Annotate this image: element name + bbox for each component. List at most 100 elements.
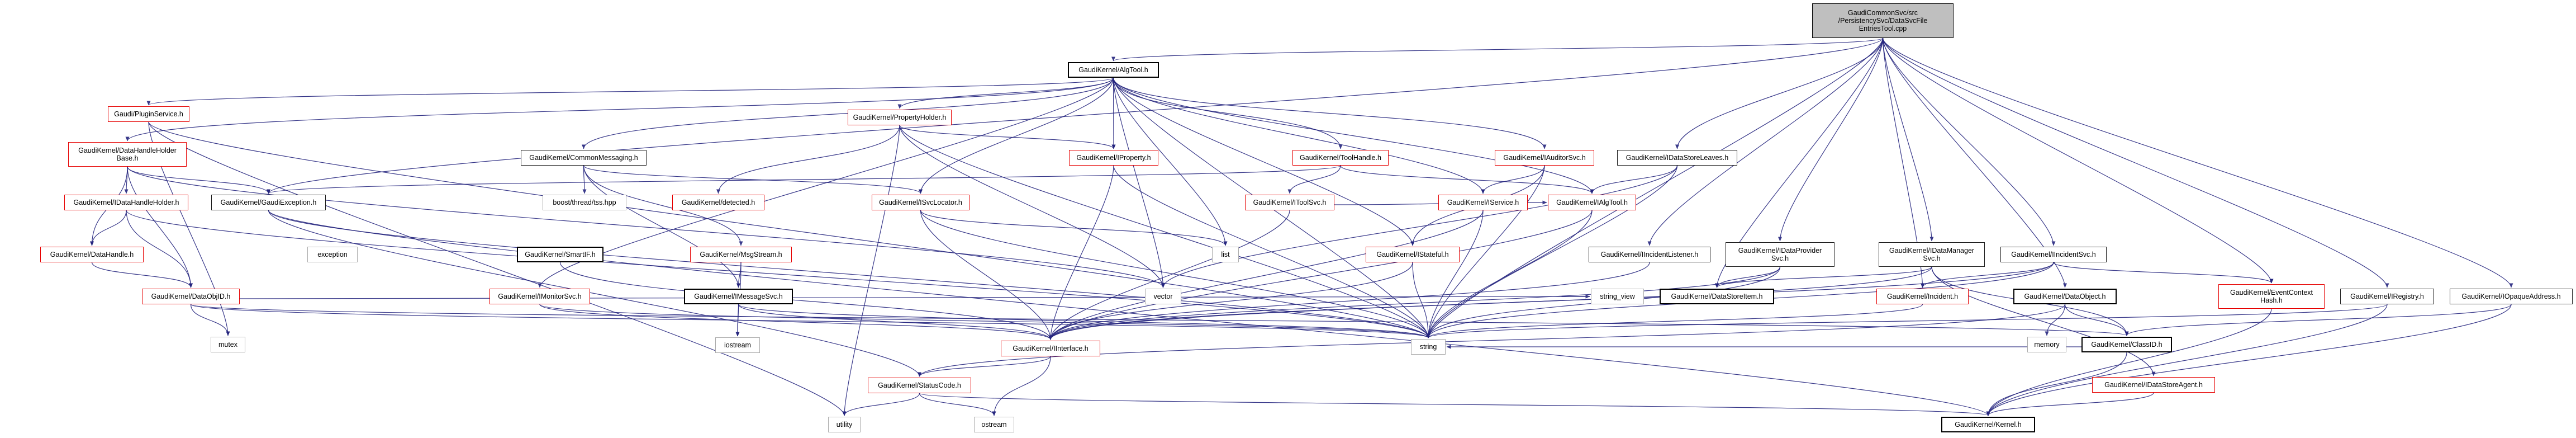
edge-iopaqueaddress-classid — [2125, 304, 2512, 336]
node-label: ostream — [981, 421, 1007, 428]
node-imonitorsvc[interactable]: GaudiKernel/IMonitorSvc.h — [489, 289, 590, 304]
node-datahandle[interactable]: GaudiKernel/DataHandle.h — [40, 247, 144, 262]
node-smartif[interactable]: GaudiKernel/SmartIF.h — [517, 247, 603, 262]
edge-algtool-isvclocator — [919, 77, 1114, 194]
edge-statuscode-kernel — [919, 393, 1990, 416]
edge-idataprovidersvc-iinterface — [1048, 266, 1781, 340]
node-label: GaudiKernel/DataObjID.h — [151, 293, 231, 300]
node-iincidentsvc[interactable]: GaudiKernel/IIncidentSvc.h — [2000, 247, 2107, 262]
node-label: GaudiKernel/IMessageSvc.h — [694, 293, 783, 300]
node-commonmsg[interactable]: GaudiKernel/CommonMessaging.h — [521, 150, 647, 166]
node-imessagesvc[interactable]: GaudiKernel/IMessageSvc.h — [684, 289, 793, 304]
edge-iauditorsvc-iservice — [1481, 165, 1545, 194]
node-label: GaudiKernel/ISvcLocator.h — [879, 199, 962, 206]
edge-iincidentsvc-eventcontexthash — [2053, 262, 2274, 284]
node-iservice[interactable]: GaudiKernel/IService.h — [1438, 195, 1528, 210]
node-propertyholder[interactable]: GaudiKernel/PropertyHolder.h — [848, 110, 952, 125]
edge-algtool-toolhandle — [1113, 77, 1343, 149]
node-idatastoreagent[interactable]: GaudiKernel/IDataStoreAgent.h — [2092, 377, 2215, 393]
edge-root-idatastoreleaves — [1675, 37, 1884, 149]
node-vector: vector — [1145, 289, 1181, 304]
edge-idatamanagersvc-datastoreitem — [1715, 266, 1932, 288]
node-pluginsvc[interactable]: Gaudi/PluginService.h — [108, 106, 189, 122]
node-idatahandleholder[interactable]: GaudiKernel/IDataHandleHolder.h — [64, 195, 188, 210]
node-detected[interactable]: GaudiKernel/detected.h — [672, 195, 764, 210]
node-label: GaudiKernel/DataHandleHolder — [78, 147, 177, 154]
node-statuscode[interactable]: GaudiKernel/StatusCode.h — [868, 378, 971, 393]
node-isvclocator[interactable]: GaudiKernel/ISvcLocator.h — [872, 195, 969, 210]
node-kernel[interactable]: GaudiKernel/Kernel.h — [1941, 417, 2035, 432]
node-dataobjid[interactable]: GaudiKernel/DataObjID.h — [142, 289, 240, 304]
node-list: list — [1212, 247, 1239, 262]
node-classid[interactable]: GaudiKernel/ClassID.h — [2081, 337, 2172, 352]
edge-pluginsvc-string — [148, 121, 1430, 338]
edge-dataobject-classid — [2064, 304, 2129, 336]
edge-iincidentlistener-iinterface — [1048, 262, 1650, 340]
edge-idatamanagersvc-idatastoreagent — [1931, 266, 2156, 376]
edge-algtool-propertyholder — [897, 77, 1114, 109]
node-idatamanagersvc[interactable]: GaudiKernel/IDataManager Svc.h — [1879, 242, 1985, 267]
node-root: GaudiCommonSvc/src/PersistencySvc/DataSv… — [1812, 3, 1954, 38]
node-iproperty[interactable]: GaudiKernel/IProperty.h — [1069, 150, 1158, 166]
node-toolhandle[interactable]: GaudiKernel/ToolHandle.h — [1292, 150, 1389, 166]
edge-toolhandle-ialgtool — [1340, 165, 1594, 194]
node-label: GaudiKernel/IProperty.h — [1076, 154, 1151, 162]
edge-iincidentsvc-iinterface — [1048, 262, 2054, 340]
node-msgstream[interactable]: GaudiKernel/MsgStream.h — [690, 247, 792, 262]
edge-datahandle-dataobjid — [91, 262, 193, 288]
node-iopaqueaddress[interactable]: GaudiKernel/IOpaqueAddress.h — [2450, 289, 2573, 304]
node-iauditorsvc[interactable]: GaudiKernel/IAuditorSvc.h — [1495, 150, 1594, 166]
edge-idatastoreleaves-vector — [1161, 165, 1678, 288]
node-label: boost/thread/tss.hpp — [553, 199, 616, 206]
node-label: GaudiKernel/AlgTool.h — [1078, 66, 1148, 74]
node-dataobject[interactable]: GaudiKernel/DataObject.h — [2013, 289, 2117, 304]
edge-iproperty-iinterface — [1048, 165, 1114, 340]
node-label: GaudiKernel/IAlgTool.h — [1556, 199, 1628, 206]
node-istateful[interactable]: GaudiKernel/IStateful.h — [1366, 247, 1460, 262]
node-exception: exception — [307, 247, 358, 262]
edge-isvclocator-string — [920, 210, 1430, 338]
edge-dhhbase-vector — [127, 166, 1165, 288]
edge-propertyholder-vector — [899, 125, 1165, 288]
node-label: GaudiKernel/Incident.h — [1886, 293, 1959, 300]
node-datastoreitem[interactable]: GaudiKernel/DataStoreItem.h — [1660, 289, 1774, 304]
edge-pluginsvc-utility — [148, 121, 847, 416]
edge-iservice-iinterface — [1048, 210, 1484, 340]
edge-propertyholder-iproperty — [899, 125, 1116, 149]
node-label: GaudiKernel/detected.h — [681, 199, 755, 206]
edge-isvclocator-iinterface — [920, 210, 1053, 340]
edge-propertyholder-string — [899, 125, 1430, 338]
node-label: GaudiKernel/ToolHandle.h — [1300, 154, 1381, 162]
node-label: exception — [317, 251, 348, 258]
edge-root-idataprovidersvc — [1778, 37, 1884, 242]
node-label: EntriesTool.cpp — [1859, 25, 1907, 32]
node-idataprovidersvc[interactable]: GaudiKernel/IDataProvider Svc.h — [1726, 242, 1834, 267]
node-algtool[interactable]: GaudiKernel/AlgTool.h — [1068, 62, 1159, 78]
edge-commonmsg-tss — [582, 165, 587, 194]
node-label: GaudiKernel/IAuditorSvc.h — [1503, 154, 1586, 162]
node-label: GaudiKernel/IService.h — [1447, 199, 1519, 206]
node-ialgtool[interactable]: GaudiKernel/IAlgTool.h — [1548, 195, 1636, 210]
edge-dhhbase-gaudiexception — [127, 166, 270, 194]
node-label: GaudiKernel/Kernel.h — [1955, 421, 2022, 428]
node-dhhbase[interactable]: GaudiKernel/DataHandleHolder Base.h — [68, 142, 187, 167]
edge-root-gaudiexception — [267, 37, 1884, 194]
edge-algtool-dhhbase — [125, 77, 1114, 142]
node-gaudiexception[interactable]: GaudiKernel/GaudiException.h — [211, 195, 326, 210]
edge-idatastoreagent-kernel — [1986, 392, 2154, 416]
node-idatastoreleaves[interactable]: GaudiKernel/IDataStoreLeaves.h — [1617, 150, 1737, 166]
node-iincidentlistener[interactable]: GaudiKernel/IIncidentListener.h — [1589, 247, 1710, 262]
node-memory: memory — [2027, 337, 2066, 352]
node-label: GaudiKernel/DataHandle.h — [50, 251, 134, 258]
node-incident[interactable]: GaudiKernel/Incident.h — [1876, 289, 1969, 304]
node-label: Svc.h — [1923, 255, 1941, 262]
node-eventcontexthash[interactable]: GaudiKernel/EventContext Hash.h — [2218, 284, 2325, 309]
node-label: list — [1221, 251, 1230, 258]
node-label: GaudiKernel/IMonitorSvc.h — [498, 293, 582, 300]
edge-commonmsg-imessagesvc — [583, 165, 740, 288]
node-iregistry[interactable]: GaudiKernel/IRegistry.h — [2340, 289, 2434, 304]
node-label: GaudiKernel/CommonMessaging.h — [529, 154, 638, 162]
edge-classid-kernel — [1986, 352, 2127, 416]
node-itoolsvc[interactable]: GaudiKernel/IToolSvc.h — [1245, 195, 1334, 210]
node-iinterface[interactable]: GaudiKernel/IInterface.h — [1001, 341, 1100, 356]
